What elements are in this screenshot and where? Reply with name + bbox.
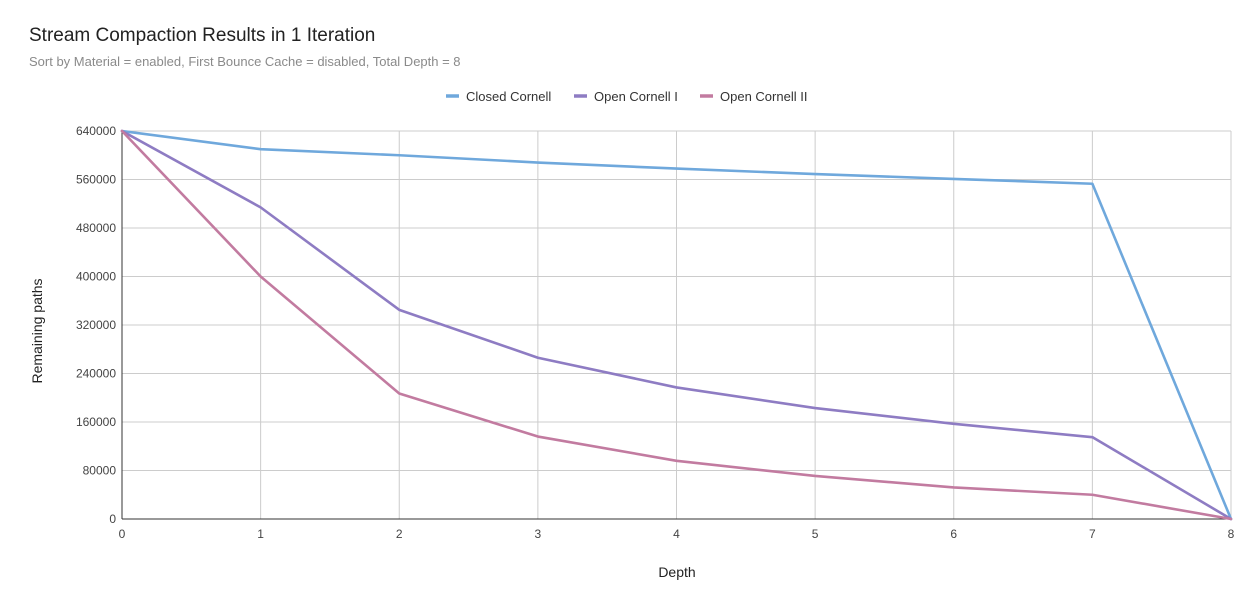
x-tick-label: 6 — [950, 527, 957, 541]
tick-labels: 0 80000 160000 240000 320000 400000 480000 5600… — [76, 124, 1235, 541]
legend-label: Closed Cornell — [466, 89, 551, 104]
legend-label: Open Cornell II — [720, 89, 807, 104]
legend-item-2: Open Cornell I — [574, 89, 678, 104]
y-tick-label: 480000 — [76, 221, 116, 235]
series-line-1 — [120, 129, 1233, 521]
series-line-3 — [120, 129, 1233, 521]
y-tick-label: 400000 — [76, 270, 116, 284]
y-tick-label: 240000 — [76, 367, 116, 381]
series-line-2 — [120, 129, 1233, 521]
series-lines — [120, 129, 1233, 521]
legend-item-1: Closed Cornell — [446, 89, 551, 104]
x-tick-label: 3 — [535, 527, 542, 541]
y-axis-title: Remaining paths — [29, 278, 45, 383]
y-tick-label: 640000 — [76, 124, 116, 138]
chart-title: Stream Compaction Results in 1 Iteration — [29, 25, 376, 46]
axes — [121, 131, 1231, 520]
x-tick-label: 1 — [257, 527, 264, 541]
y-tick-label: 160000 — [76, 415, 116, 429]
x-tick-label: 7 — [1089, 527, 1096, 541]
x-tick-label: 4 — [673, 527, 680, 541]
legend: Closed Cornell Open Cornell I Open Cornell… — [446, 89, 807, 104]
chart-subtitle: Sort by Material = enabled, First Bounce… — [29, 54, 461, 69]
y-tick-label: 0 — [109, 512, 116, 526]
x-tick-label: 0 — [119, 527, 126, 541]
y-tick-label: 80000 — [83, 464, 117, 478]
x-tick-label: 2 — [396, 527, 403, 541]
grid — [122, 130, 1232, 519]
x-tick-label: 5 — [812, 527, 819, 541]
y-tick-label: 560000 — [76, 173, 116, 187]
x-axis-title: Depth — [658, 564, 695, 580]
legend-item-3: Open Cornell II — [700, 89, 807, 104]
x-tick-label: 8 — [1228, 527, 1235, 541]
legend-label: Open Cornell I — [594, 89, 678, 104]
y-tick-label: 320000 — [76, 318, 116, 332]
